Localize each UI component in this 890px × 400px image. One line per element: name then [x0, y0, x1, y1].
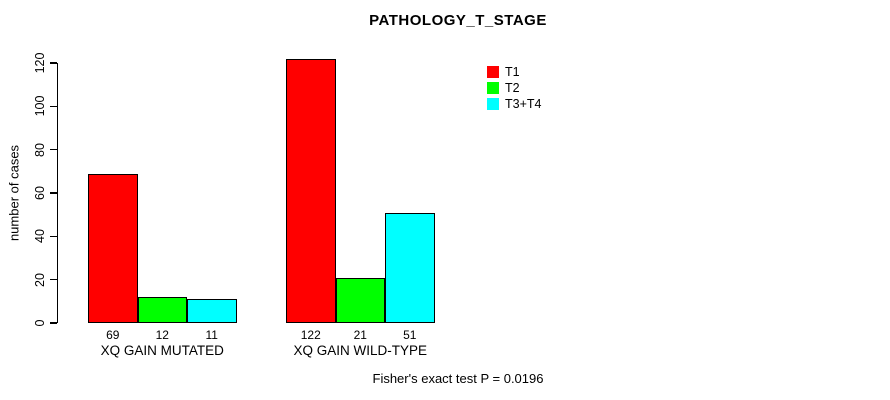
bar-value-label: 122	[300, 328, 321, 342]
legend-swatch-t1	[487, 65, 499, 78]
legend-swatch-t2	[487, 81, 499, 94]
bar-t2-group1	[137, 297, 187, 323]
y-tick	[50, 105, 57, 107]
bar-t2-group2	[335, 277, 385, 323]
legend-label-t1: T1	[505, 64, 520, 79]
stat-annotation: Fisher's exact test P = 0.0196	[372, 371, 544, 386]
bar-value-label: 12	[155, 328, 169, 342]
y-tick	[50, 279, 57, 281]
y-tick-label: 20	[33, 272, 47, 287]
y-tick	[50, 149, 57, 151]
legend-item-t2: T2	[487, 80, 541, 95]
y-tick	[50, 322, 57, 324]
y-tick	[50, 235, 57, 237]
bar-value-label: 11	[205, 328, 218, 342]
y-tick	[50, 62, 57, 64]
legend-swatch-t3t4	[487, 97, 499, 110]
bar-t1-group1	[88, 173, 138, 323]
y-tick-label: 0	[33, 319, 47, 327]
bar-t3-t4-group1	[187, 299, 237, 323]
legend-item-t3t4: T3+T4	[487, 96, 542, 111]
y-tick	[50, 192, 57, 194]
y-tick-label: 40	[33, 229, 47, 244]
y-axis-line	[57, 63, 59, 323]
y-axis-label: number of cases	[6, 144, 22, 242]
legend-label-t3t4: T3+T4	[505, 96, 542, 111]
legend: T1 T2 T3+T4	[487, 65, 541, 113]
bar-t3-t4-group2	[385, 212, 435, 323]
group-label: XQ GAIN WILD-TYPE	[293, 343, 428, 358]
bar-t1-group2	[286, 58, 336, 323]
y-tick-label: 60	[33, 186, 47, 200]
bar-value-label: 69	[106, 328, 120, 342]
legend-item-t1: T1	[487, 64, 541, 79]
chart-title: PATHOLOGY_T_STAGE	[369, 12, 547, 29]
legend-label-t2: T2	[505, 80, 520, 95]
group-label: XQ GAIN MUTATED	[100, 343, 224, 358]
y-tick-label: 100	[33, 95, 47, 117]
y-tick-label: 80	[33, 142, 47, 157]
bar-value-label: 21	[353, 328, 367, 342]
bar-value-label: 51	[403, 328, 417, 342]
y-tick-label: 120	[33, 52, 47, 74]
